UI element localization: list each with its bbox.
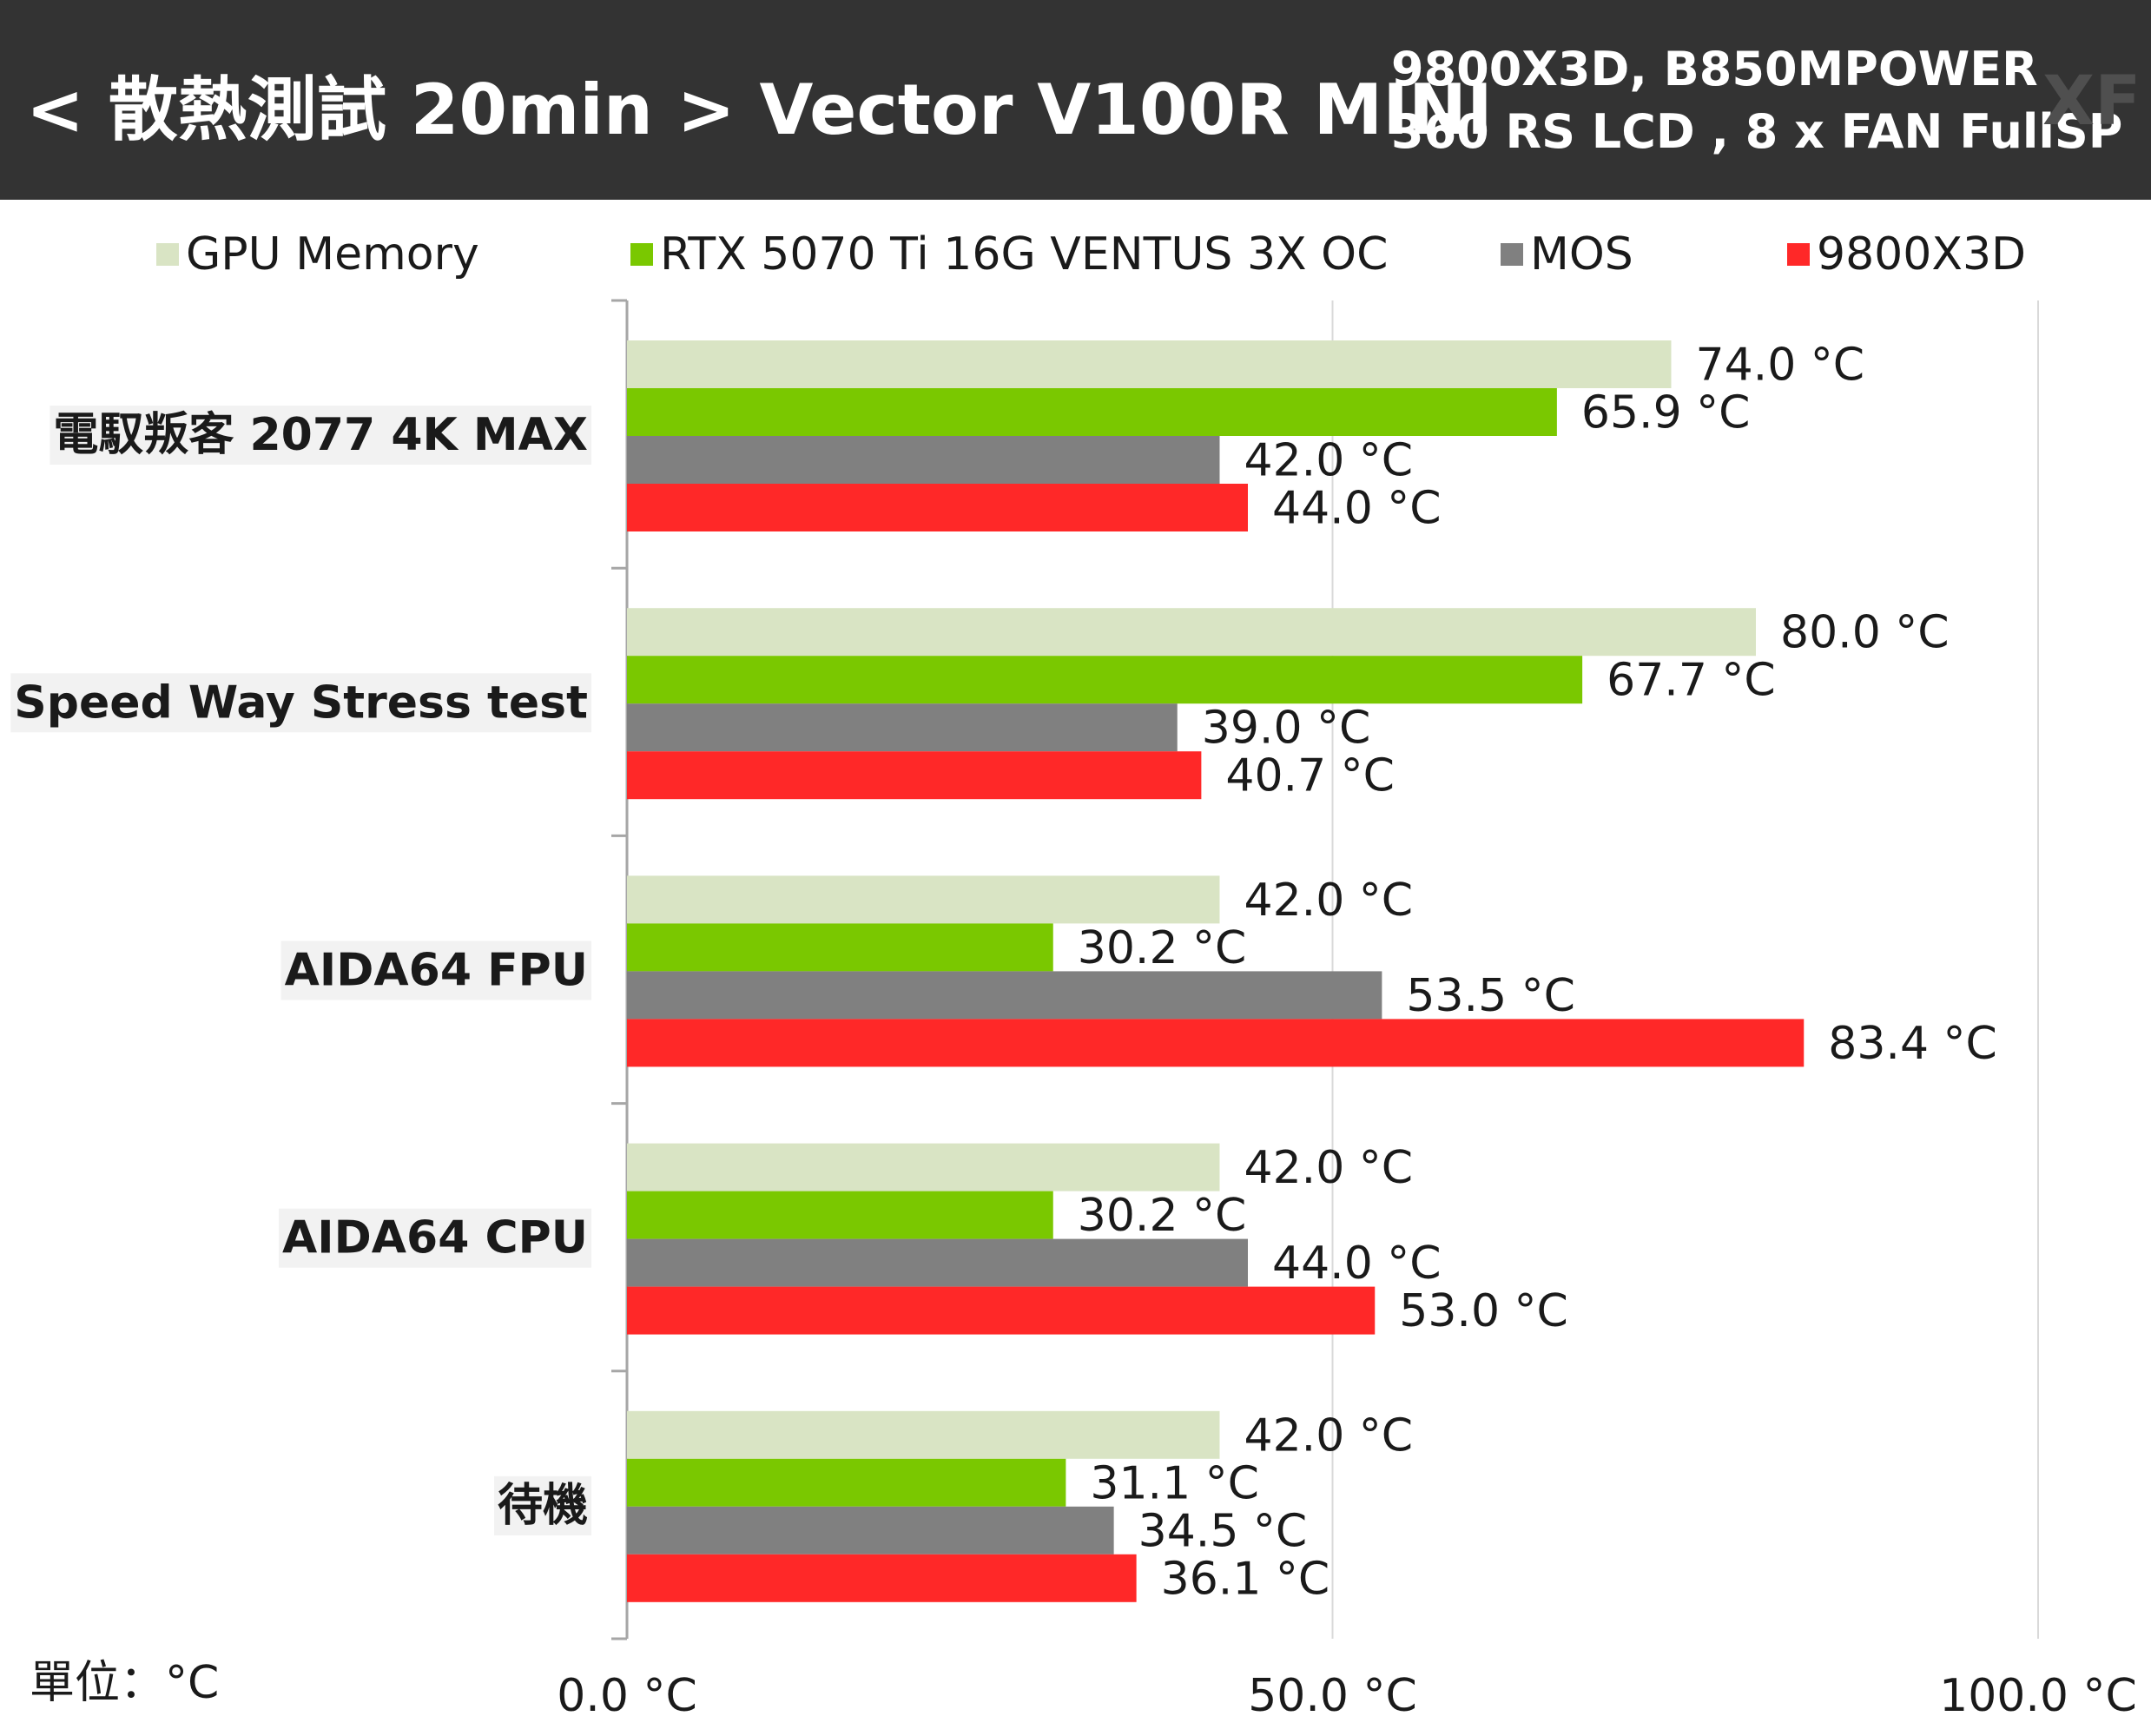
bar (627, 1410, 1220, 1459)
category-label: 電馭叛客 2077 4K MAX (53, 409, 588, 461)
chart-title: < 散熱測試 20min > Vector V100R MINI (26, 69, 1493, 150)
legend-swatch (1787, 243, 1810, 266)
system-spec-line-1: 9800X3D, B850MPOWER (1391, 42, 2038, 96)
data-label: 39.0 °C (1202, 703, 1371, 755)
system-spec-line-2: 360 RS LCD , 8 x FAN FullSP (1391, 104, 2123, 159)
x-tick-label: 100.0 °C (1939, 1670, 2137, 1722)
bar (627, 484, 1248, 531)
category-label-background (280, 941, 591, 1000)
bar (627, 1143, 1220, 1191)
bar (627, 971, 1382, 1020)
data-label: 83.4 °C (1828, 1018, 1997, 1070)
bar (627, 1286, 1376, 1335)
bar (627, 388, 1557, 436)
legend-label: GPU Memory (186, 228, 479, 281)
category-label-background (10, 673, 591, 733)
bar (627, 1458, 1066, 1507)
data-label: 30.2 °C (1078, 922, 1247, 974)
data-label: 44.0 °C (1272, 1238, 1442, 1290)
bar (627, 656, 1583, 704)
bar (627, 1019, 1805, 1067)
legend-label: MOS (1530, 228, 1633, 281)
bar (627, 608, 1756, 657)
bar (627, 1238, 1248, 1287)
bar (627, 1191, 1053, 1239)
bar (627, 751, 1202, 800)
category-label: AIDA64 CPU (282, 1212, 588, 1264)
category-label-background (493, 1475, 591, 1535)
category-label-background (49, 406, 591, 465)
x-tick-label: 0.0 °C (557, 1670, 697, 1722)
data-label: 53.5 °C (1406, 970, 1575, 1022)
data-label: 42.0 °C (1244, 1409, 1414, 1462)
data-label: 53.0 °C (1399, 1285, 1568, 1337)
bar (627, 875, 1220, 924)
category-label: 待機 (498, 1480, 588, 1532)
legend-item-mos: MOS (1501, 224, 1633, 285)
bar (627, 436, 1220, 484)
bar (627, 703, 1178, 752)
bar (627, 1506, 1114, 1554)
data-label: 44.0 °C (1272, 483, 1442, 535)
category-label-background (279, 1208, 591, 1268)
category-label: Speed Way Stress test (14, 677, 588, 729)
data-label: 65.9 °C (1581, 387, 1751, 439)
legend-swatch (630, 243, 653, 266)
chart-header: < 散熱測試 20min > Vector V100R MINI 9800X3D… (0, 0, 2151, 200)
legend-item-rtx-5070-ti: RTX 5070 Ti 16G VENTUS 3X OC (630, 224, 1388, 285)
data-label: 42.0 °C (1244, 875, 1414, 927)
watermark-logo: XF (2042, 63, 2141, 141)
unit-label: 單位：°C (30, 1657, 220, 1709)
legend-item-9800x3d: 9800X3D (1787, 224, 2026, 285)
bar (627, 340, 1672, 388)
data-label: 34.5 °C (1138, 1505, 1308, 1557)
chart-legend: GPU Memory RTX 5070 Ti 16G VENTUS 3X OC … (0, 224, 2151, 285)
legend-swatch (1501, 243, 1523, 266)
data-label: 36.1 °C (1161, 1553, 1330, 1605)
legend-swatch (156, 243, 179, 266)
data-label: 42.0 °C (1244, 1142, 1414, 1194)
legend-label: 9800X3D (1817, 228, 2027, 281)
data-label: 42.0 °C (1244, 435, 1414, 487)
data-label: 31.1 °C (1090, 1457, 1259, 1509)
data-label: 67.7 °C (1607, 655, 1776, 707)
legend-label: RTX 5070 Ti 16G VENTUS 3X OC (660, 228, 1389, 281)
bar (627, 1554, 1137, 1602)
legend-item-gpu-memory: GPU Memory (156, 224, 479, 285)
category-label: AIDA64 FPU (285, 945, 588, 997)
data-label: 80.0 °C (1780, 607, 1950, 659)
data-label: 30.2 °C (1078, 1190, 1247, 1242)
x-tick-label: 50.0 °C (1248, 1670, 1417, 1722)
data-label: 74.0 °C (1696, 340, 1865, 392)
data-label: 40.7 °C (1225, 750, 1395, 802)
bar (627, 923, 1053, 972)
